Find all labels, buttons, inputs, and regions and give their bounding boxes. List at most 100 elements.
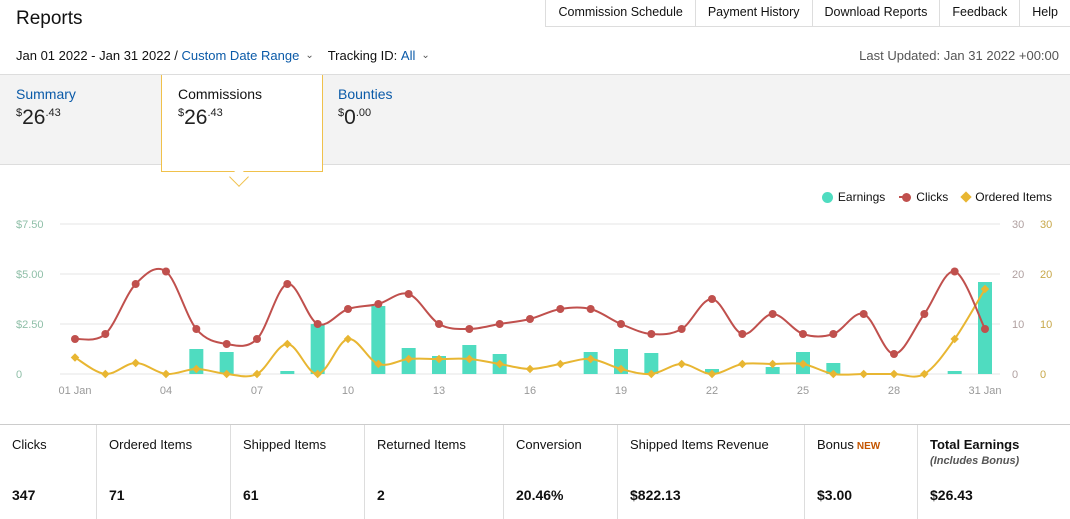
clicks-point	[344, 305, 352, 313]
ordered-items-point	[829, 369, 838, 379]
stat-conversion: Conversion 20.46%	[504, 425, 618, 519]
ordered-items-point	[313, 369, 322, 379]
tracking-id-dropdown[interactable]: All	[400, 48, 416, 63]
ordered-items-point	[101, 369, 110, 379]
chevron-down-icon[interactable]: ⌄	[421, 50, 430, 61]
clicks-dot-icon	[902, 192, 912, 202]
tab-label: Bounties	[338, 86, 393, 102]
clicks-point	[981, 325, 989, 333]
clicks-line	[74, 267, 986, 356]
ordered-items-point	[252, 369, 262, 379]
commission-schedule-link[interactable]: Commission Schedule	[546, 0, 696, 26]
y-right-tick-label: 20	[1012, 269, 1024, 281]
chevron-down-icon[interactable]: ⌄	[305, 50, 314, 61]
clicks-point	[465, 325, 474, 333]
ordered-items-point	[950, 334, 959, 344]
earnings-chart: $7.50 $5.00 $2.50 0 30 20 10 0 30 20 10 0 01 Jan 04 07…	[16, 219, 1052, 397]
ordered-items-point	[556, 359, 565, 369]
chart-legend: Earnings Clicks Ordered Items	[821, 190, 1052, 204]
ordered-items-point	[283, 339, 292, 349]
x-tick-label: 31 Jan	[968, 385, 1001, 397]
clicks-point	[404, 290, 413, 298]
tab-amount: $26.43	[178, 106, 223, 129]
ordered-items-point	[525, 364, 535, 374]
y-right-tick-label: 10	[1012, 319, 1024, 331]
earnings-bar	[644, 353, 659, 374]
ordered-items-point	[707, 369, 717, 379]
tab-commissions[interactable]: Commissions $26.43	[161, 75, 323, 172]
earnings-dot-icon	[821, 191, 833, 203]
tab-amount: $0.00	[338, 106, 372, 129]
earnings-bar	[219, 352, 234, 374]
clicks-point	[101, 330, 110, 338]
clicks-point	[586, 305, 595, 313]
clicks-point	[435, 320, 443, 328]
clicks-point	[495, 320, 504, 328]
clicks-point	[71, 335, 79, 343]
y-right-tick-label: 30	[1012, 219, 1024, 231]
tab-label: Summary	[16, 86, 76, 102]
earnings-bar	[826, 363, 841, 374]
chart-area: Earnings Clicks Ordered Items	[0, 170, 1070, 424]
ordered-items-point	[920, 369, 929, 379]
custom-date-range-dropdown[interactable]: Custom Date Range	[181, 48, 300, 63]
stat-returned-items: Returned Items 2	[365, 425, 504, 519]
earnings-bar	[765, 367, 780, 374]
ordered-items-point	[980, 284, 990, 294]
payment-history-link[interactable]: Payment History	[696, 0, 813, 26]
ordered-items-point	[677, 359, 686, 369]
ordered-items-point	[222, 369, 231, 379]
ordered-items-point	[738, 359, 747, 369]
ordered-items-point	[192, 364, 201, 374]
y-left-tick-label: $7.50	[16, 219, 44, 231]
clicks-point	[253, 335, 261, 343]
feedback-link[interactable]: Feedback	[940, 0, 1021, 26]
ordered-items-point	[465, 354, 474, 364]
x-tick-label: 16	[524, 385, 536, 397]
earnings-bar	[432, 356, 446, 374]
clicks-point	[677, 325, 686, 333]
ordered-items-point	[768, 359, 777, 369]
x-tick-label: 10	[342, 385, 354, 397]
help-link[interactable]: Help	[1032, 5, 1058, 19]
y-left-tick-label: $5.00	[16, 269, 44, 281]
clicks-point	[222, 340, 231, 348]
legend-earnings[interactable]: Earnings	[821, 190, 885, 204]
x-tick-label: 25	[797, 385, 809, 397]
y-left-tick-label: $2.50	[16, 319, 44, 331]
stat-shipped-items: Shipped Items 61	[231, 425, 365, 519]
download-reports-link[interactable]: Download Reports	[813, 0, 941, 26]
ordered-items-point	[374, 359, 383, 369]
clicks-point	[950, 267, 959, 276]
y-right-tick-label: 0	[1040, 369, 1046, 381]
stat-total-earnings: Total Earnings (Includes Bonus) $26.43	[930, 437, 1020, 503]
stat-clicks: Clicks 347	[0, 425, 97, 519]
clicks-point	[647, 330, 656, 338]
x-tick-label: 07	[251, 385, 263, 397]
ordered-items-point	[889, 369, 899, 379]
y-right-tick-label: 20	[1040, 269, 1052, 281]
tracking-id-label: Tracking ID:	[327, 48, 398, 63]
tab-amount: $26.43	[16, 106, 61, 129]
earnings-bar	[280, 371, 295, 374]
legend-clicks[interactable]: Clicks	[899, 190, 948, 204]
ordered-items-point	[131, 358, 140, 368]
tab-bounties[interactable]: Bounties $0.00	[322, 75, 482, 166]
clicks-point	[374, 300, 383, 308]
clicks-point	[192, 325, 201, 333]
tab-summary[interactable]: Summary $26.43	[0, 75, 160, 166]
earnings-bar	[189, 349, 204, 374]
top-nav: Commission Schedule Payment History Down…	[545, 0, 1070, 27]
new-badge: NEW	[856, 441, 881, 452]
clicks-point	[738, 330, 747, 338]
clicks-point	[283, 280, 292, 288]
ordered-items-point	[616, 364, 626, 374]
clicks-point	[859, 310, 868, 318]
report-tabs: Summary $26.43 Commissions $26.43 Bounti…	[0, 74, 1070, 172]
ordered-items-point	[586, 354, 595, 364]
legend-ordered-items[interactable]: Ordered Items	[960, 190, 1052, 204]
x-tick-label: 22	[706, 385, 718, 397]
y-right-tick-label: 10	[1040, 319, 1052, 331]
x-tick-label: 28	[888, 385, 900, 397]
ordered-items-point	[495, 359, 504, 369]
